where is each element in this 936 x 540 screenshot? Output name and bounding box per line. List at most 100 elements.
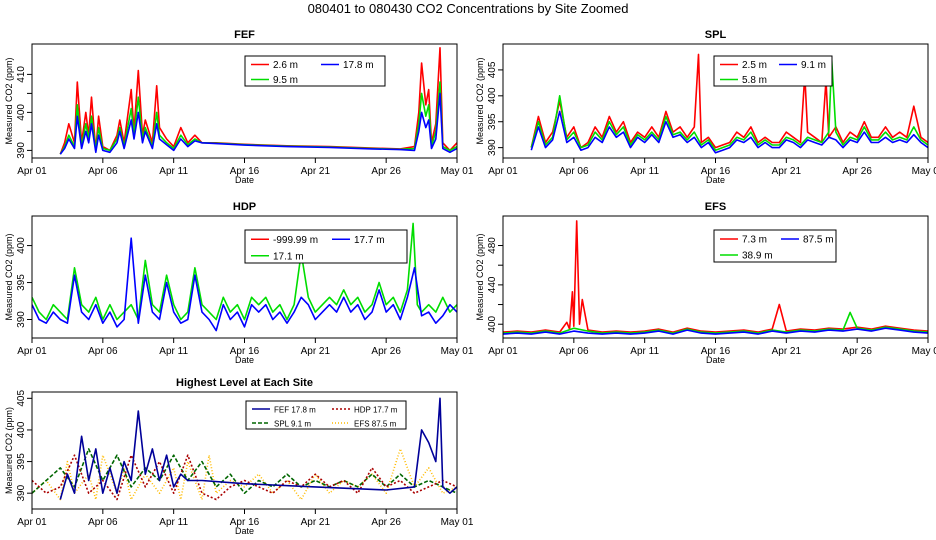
x-tick-label-spl: Apr 16 (701, 166, 731, 177)
legend-label-highest-fef-17-8-m: FEF 17.8 m (274, 406, 316, 415)
x-axis-label-hdp: Date (235, 355, 254, 365)
series-line-fef-17-8-m (59, 92, 457, 155)
x-tick-label-efs: Apr 06 (559, 346, 589, 357)
series-line-highest-efs-87-5-m (32, 448, 457, 501)
panel-title-spl: SPL (705, 29, 727, 41)
panel-title-fef: FEF (234, 29, 255, 41)
x-tick-label-efs: Apr 21 (772, 346, 802, 357)
panel-highest: Highest Level at Each Site Apr 01 Apr 06 Ap… (4, 377, 474, 536)
x-tick-label-hdp: Apr 16 (230, 346, 260, 357)
series-line-fef-2-6-m (59, 46, 457, 155)
series-group-hdp (32, 222, 457, 332)
series-line-highest-spl-9-1-m (32, 448, 457, 495)
y-tick-label-fef: 410 (16, 66, 27, 83)
x-tick-label-fef: Apr 26 (371, 166, 401, 177)
legend-box-highest (245, 400, 407, 430)
x-tick-label-highest: Apr 21 (301, 517, 331, 528)
legend-label-efs-38-9-m: 38.9 m (742, 251, 773, 262)
series-line-efs-7-3-m (503, 220, 928, 333)
y-axis-label-spl: Measured CO2 (ppm) (475, 57, 485, 144)
series-line-hdp-17-1-m (32, 222, 457, 321)
y-tick-label-highest: 400 (16, 421, 27, 438)
x-tick-label-fef: May 01 (441, 166, 474, 177)
y-tick-label-efs: 400 (487, 315, 498, 332)
series-group-efs (503, 220, 928, 335)
x-tick-label-highest: Apr 26 (371, 517, 401, 528)
x-tick-label-spl: Apr 26 (842, 166, 872, 177)
y-tick-label-efs: 440 (487, 276, 498, 293)
y-tick-label-spl: 390 (487, 139, 498, 156)
y-tick-label-highest: 390 (16, 484, 27, 501)
legend-label-fef-17-8-m: 17.8 m (343, 60, 374, 71)
x-tick-label-fef: Apr 11 (159, 166, 188, 177)
panel-title-highest: Highest Level at Each Site (176, 377, 313, 389)
legend-label-efs-7-3-m: 7.3 m (742, 235, 767, 246)
y-tick-label-spl: 405 (487, 61, 498, 78)
series-line-fef-9-5-m (59, 81, 457, 155)
series-group-highest (32, 397, 457, 501)
x-tick-label-spl: Apr 06 (559, 166, 589, 177)
series-line-spl-2-5-m (530, 53, 928, 149)
legend-label-highest-hdp-17-7-m: HDP 17.7 m (354, 406, 398, 415)
x-tick-label-efs: Apr 16 (701, 346, 731, 357)
panel-efs: EFS Apr 01 Apr 06 Apr 11 Apr 16 Apr 21 Apr 26 M… (475, 201, 936, 365)
legend-label-spl-9-1-m: 9.1 m (801, 60, 826, 71)
x-axis-label-spl: Date (706, 175, 725, 185)
x-tick-label-highest: Apr 06 (88, 517, 118, 528)
legend-label-highest-efs-87-5-m: EFS 87.5 m (354, 420, 397, 429)
y-tick-label-hdp: 395 (16, 274, 27, 291)
series-line-efs-38-9-m (503, 311, 928, 334)
legend-label-hdp-17-1-m: 17.1 m (273, 251, 304, 262)
y-tick-label-spl: 395 (487, 113, 498, 130)
series-line-spl-9-1-m (530, 110, 928, 154)
x-tick-label-efs: Apr 01 (488, 346, 518, 357)
x-tick-label-highest: Apr 16 (230, 517, 260, 528)
legend-label-spl-2-5-m: 2.5 m (742, 60, 767, 71)
series-line-spl-5-8-m (530, 58, 928, 151)
series-line-highest-fef-17-8-m (59, 397, 457, 500)
legend-box-efs (713, 229, 837, 263)
panel-title-efs: EFS (705, 201, 726, 213)
legend-label-fef-9-5-m: 9.5 m (273, 75, 298, 86)
panel-fef: FEF Apr 01 Apr 06 Apr 11 Apr 16 Apr 21 Apr 26 M… (4, 29, 474, 185)
legend-highest: FEF 17.8 m HDP 17.7 m SPL 9.1 m EFS 87.5 m (245, 400, 407, 430)
y-axis-label-hdp: Measured CO2 (ppm) (4, 233, 14, 320)
x-tick-label-fef: Apr 01 (17, 166, 47, 177)
legend-label-hdp-17-7-m: 17.7 m (354, 235, 385, 246)
y-tick-label-hdp: 400 (16, 237, 27, 254)
series-group-fef (59, 46, 457, 155)
x-axis-label-fef: Date (235, 175, 254, 185)
series-line-hdp-17-7-m (32, 237, 457, 332)
x-tick-label-highest: May 01 (441, 517, 474, 528)
legend-label-highest-spl-9-1-m: SPL 9.1 m (274, 420, 311, 429)
legend-label-efs-87-5-m: 87.5 m (803, 235, 834, 246)
x-tick-label-spl: Apr 11 (630, 166, 659, 177)
x-axis-label-efs: Date (706, 355, 725, 365)
y-tick-label-fef: 390 (16, 142, 27, 159)
x-tick-label-hdp: Apr 06 (88, 346, 118, 357)
legend-hdp: -999.99 m 17.7 m 17.1 m (244, 229, 408, 264)
panel-title-hdp: HDP (233, 201, 256, 213)
x-tick-label-hdp: Apr 26 (371, 346, 401, 357)
x-tick-label-highest: Apr 11 (159, 517, 188, 528)
series-group-spl (530, 53, 928, 154)
legend-efs: 7.3 m 87.5 m 38.9 m (713, 229, 837, 263)
y-tick-label-fef: 400 (16, 104, 27, 121)
x-tick-label-spl: Apr 01 (488, 166, 518, 177)
figure-title: 080401 to 080430 CO2 Concentrations by S… (308, 1, 629, 16)
legend-box-spl (713, 55, 833, 87)
panel-hdp: HDP Apr 01 Apr 06 Apr 11 Apr 16 Apr 21 Apr 26 M… (4, 201, 474, 365)
y-tick-label-highest: 405 (16, 390, 27, 407)
x-tick-label-spl: May 01 (912, 166, 936, 177)
x-tick-label-hdp: Apr 21 (301, 346, 331, 357)
y-tick-label-hdp: 390 (16, 311, 27, 328)
x-tick-label-fef: Apr 16 (230, 166, 260, 177)
series-line-highest-hdp-17-7-m (32, 454, 457, 501)
x-tick-label-efs: Apr 26 (842, 346, 872, 357)
legend-label-fef-2-6-m: 2.6 m (273, 60, 298, 71)
legend-spl: 2.5 m 9.1 m 5.8 m (713, 55, 833, 87)
x-tick-label-hdp: May 01 (441, 346, 474, 357)
x-tick-label-hdp: Apr 01 (17, 346, 47, 357)
x-tick-label-hdp: Apr 11 (159, 346, 188, 357)
